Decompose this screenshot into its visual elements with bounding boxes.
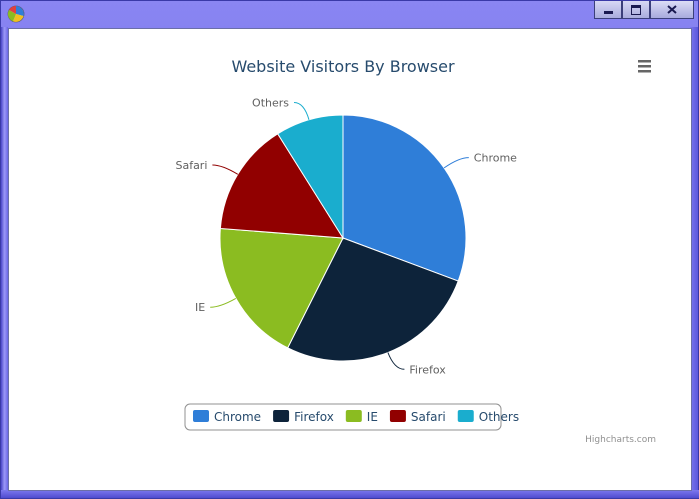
data-label-safari: Safari	[175, 159, 207, 172]
pie-chart-app-icon	[7, 5, 25, 23]
maximize-button[interactable]	[622, 1, 650, 19]
legend-item-firefox[interactable]: Firefox	[273, 410, 334, 424]
maximize-icon	[631, 4, 641, 15]
legend-label: Safari	[411, 410, 446, 424]
data-label-chrome: Chrome	[474, 152, 517, 165]
legend-swatch	[457, 410, 474, 422]
data-label-connector	[443, 157, 469, 169]
data-label-firefox: Firefox	[409, 363, 446, 376]
hamburger-menu-icon[interactable]	[632, 55, 656, 77]
close-icon	[667, 5, 677, 14]
legend-item-ie[interactable]: IE	[345, 410, 378, 424]
chart-legend: Chrome Firefox IE Safari Others	[184, 403, 519, 431]
data-label-connector	[293, 102, 310, 120]
title-bar[interactable]	[1, 1, 699, 27]
close-button[interactable]	[650, 1, 694, 19]
chart-title: Website Visitors By Browser	[231, 57, 455, 76]
window-left-border	[1, 27, 8, 493]
legend-swatch	[345, 410, 362, 422]
legend-swatch	[273, 410, 290, 422]
data-label-connector	[212, 164, 239, 175]
minimize-button[interactable]	[594, 1, 622, 19]
chart-container: Website Visitors By Browser Chrome Firefo…	[8, 28, 692, 491]
pie-slice-safari[interactable]	[219, 133, 344, 239]
data-label-others: Others	[252, 97, 289, 110]
data-label-connector	[387, 352, 405, 370]
legend-box	[184, 403, 502, 431]
window-controls	[594, 1, 694, 20]
pie-data-labels: Chrome Firefox IE Safari Others	[175, 97, 517, 377]
minimize-icon	[603, 11, 613, 14]
pie-slice-ie[interactable]	[219, 227, 344, 349]
window-right-border	[690, 27, 698, 493]
legend-label: Firefox	[294, 410, 334, 424]
legend-swatch	[193, 410, 209, 422]
legend-label: Others	[479, 410, 519, 424]
legend-item-chrome[interactable]: Chrome	[193, 410, 261, 424]
data-label-ie: IE	[195, 301, 205, 314]
pie-slice-chrome[interactable]	[342, 114, 467, 282]
pie-chart: Website Visitors By Browser Chrome Firefo…	[175, 55, 656, 445]
credits-link[interactable]: Highcharts.com	[585, 435, 656, 445]
legend-item-others[interactable]: Others	[457, 410, 519, 424]
pie-slice-firefox[interactable]	[286, 237, 459, 362]
legend-swatch	[389, 410, 406, 422]
legend-label: Chrome	[214, 410, 261, 424]
window-bottom-border	[1, 490, 699, 498]
legend-label: IE	[367, 410, 378, 424]
pie-slices	[219, 114, 467, 362]
legend-item-safari[interactable]: Safari	[389, 410, 446, 424]
data-label-connector	[210, 297, 237, 308]
